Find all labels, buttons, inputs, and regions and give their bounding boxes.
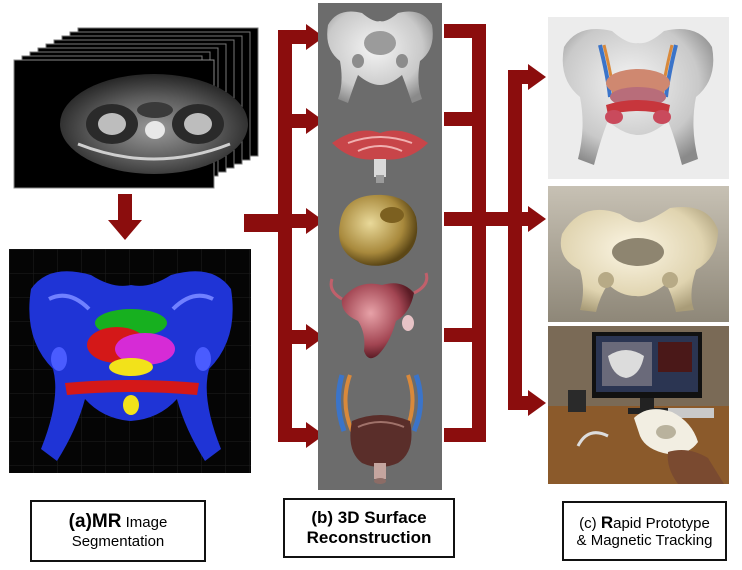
caption-c-line1: (c) Rapid Prototype xyxy=(579,512,710,532)
caption-a-line2: Segmentation xyxy=(71,533,165,551)
caption-b-line1: (b) 3D Surface xyxy=(311,508,427,528)
vessels-bladder-model xyxy=(336,374,423,484)
uterus-model xyxy=(329,272,429,359)
tracking-setup-photo xyxy=(548,326,729,484)
pelvic-floor-muscle-model xyxy=(332,130,428,183)
caption-b-line2: Reconstruction xyxy=(306,528,432,547)
virtual-pelvis-render xyxy=(548,17,729,179)
caption-c-line2: & Magnetic Tracking xyxy=(576,532,713,550)
color-segmentation-image xyxy=(9,249,251,473)
bladder-model xyxy=(339,194,418,266)
surface-models-panel xyxy=(318,3,442,490)
caption-surface-reconstruction: (b) 3D Surface Reconstruction xyxy=(283,498,455,558)
printed-pelvis-prototype xyxy=(548,186,729,322)
caption-rapid-prototype: (c) Rapid Prototype & Magnetic Tracking xyxy=(562,501,727,561)
caption-a-line1: (a)MR Image xyxy=(68,511,168,533)
pelvis-bone-model xyxy=(327,11,433,103)
mr-slice-stack-image xyxy=(13,27,259,189)
caption-mr-segmentation: (a)MR Image Segmentation xyxy=(30,500,206,562)
main-arrow-left xyxy=(244,214,280,232)
down-arrow-icon xyxy=(108,194,142,240)
